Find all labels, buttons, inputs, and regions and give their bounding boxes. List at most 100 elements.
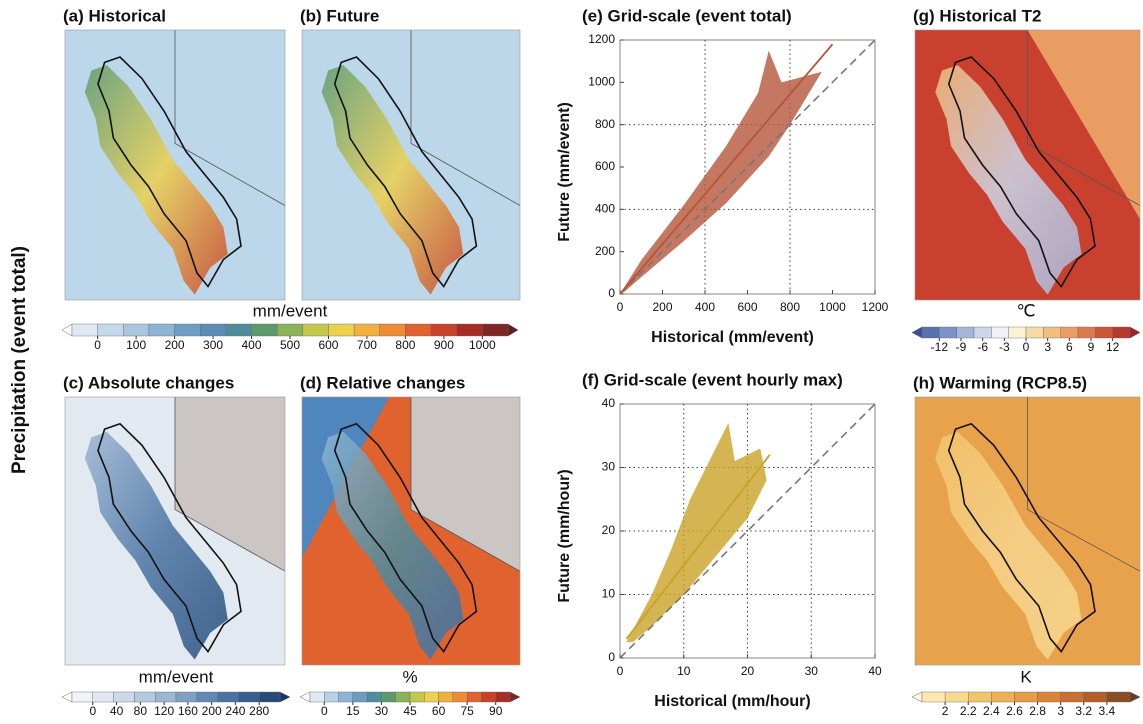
y-tick-label: 10 [602,587,616,601]
colorbar-swatch [379,323,406,337]
colorbar-swatch [123,323,150,337]
colorbar-tick-label: 80 [134,704,148,718]
colorbar-swatch [1043,326,1061,339]
fit-line [619,43,834,295]
colorbar-swatch [1129,326,1141,339]
colorbar-swatch [338,691,354,703]
colorbar-swatch [395,691,411,703]
colorbar-swatch [1129,691,1141,703]
colorbar-swatch [238,691,260,703]
colorbar-swatch [956,326,975,339]
colorbar-swatch [148,323,175,337]
map [301,29,521,301]
y-tick-label: 400 [595,202,615,216]
y-tick-label: 200 [595,244,615,258]
colorbar-swatch [309,691,325,703]
colorbar-swatch [154,691,177,703]
colorbar-swatch [259,691,281,703]
colorbar-swatch [196,691,218,703]
colorbar-tick-label: 1000 [469,338,496,352]
colorbar-tick-label: -3 [999,340,1010,354]
colorbar-swatch [352,691,368,703]
y-tick-label: 20 [602,523,616,537]
x-tick-label: 1000 [819,300,846,314]
point-cloud [626,423,767,643]
colorbar-tick-label: 100 [126,338,146,352]
colorbar-tick-label: 500 [280,338,300,352]
colorbar-swatch [481,691,496,703]
colorbar-swatch [507,323,519,337]
colorbar-swatch [1095,326,1113,339]
colorbar-tick-label: 800 [395,338,415,352]
colorbar-swatch [217,691,239,703]
panel-title: (g) Historical T2 [913,6,1041,25]
y-tick-label: 600 [595,159,615,173]
y-tick-label: 1000 [588,75,615,89]
colorbar-swatch [991,326,1009,339]
colorbar-swatch [911,691,923,703]
colorbar-tick-label: 120 [154,704,174,718]
colorbar-label: mm/event [253,301,328,320]
chart-title: (f) Grid-scale (event hourly max) [582,370,843,389]
colorbar-swatch [366,691,382,703]
y-axis-label: Future (mm/hour) [556,469,573,602]
colorbar-swatch [324,691,339,703]
colorbar-swatch [1060,326,1079,339]
colorbar-label: mm/event [139,667,214,686]
colorbar-swatch [939,326,957,339]
colorbar-swatch [1112,326,1131,339]
colorbar-tick-label: 200 [202,704,222,718]
colorbar-tick-label: -12 [931,340,949,354]
state-border [410,30,521,206]
colorbar-swatch [175,691,197,703]
colorbar-swatch [509,691,521,703]
colorbar-swatch [276,323,304,337]
colorbar-tick-label: 2.8 [1029,704,1046,718]
colorbar-swatch [302,323,329,337]
colorbar-swatch [430,323,457,337]
x-tick-label: 0 [617,664,624,678]
colorbar-swatch [1083,691,1108,703]
colorbar-swatch [97,323,124,337]
colorbar-tick-label: 2.4 [983,704,1000,718]
colorbar-swatch [438,691,454,703]
colorbar-tick-label: 30 [375,704,389,718]
colorbar-tick-label: -9 [956,340,967,354]
state-border [410,397,521,572]
y-axis-label: Future (mm/event) [556,102,573,242]
colorbar-tick-label: 240 [225,704,245,718]
y-tick-label: 800 [595,117,615,131]
colorbar-swatch [405,323,432,337]
panel-title: (c) Absolute changes [63,373,234,392]
colorbar-swatch [353,323,380,337]
x-tick-label: 30 [805,664,819,678]
panel-title: (h) Warming (RCP8.5) [913,373,1087,392]
x-tick-label: 1200 [862,300,889,314]
colorbar-tick-label: 0 [321,704,328,718]
map-region [175,397,285,572]
colorbar-tick-label: 3.2 [1075,704,1092,718]
map-frame [301,396,521,666]
colorbar-tick-label: 400 [242,338,262,352]
colorbar-swatch [61,691,73,703]
colorbar-tick-label: 0 [94,338,101,352]
colorbar-label: K [1020,667,1032,686]
colorbar-swatch [452,691,468,703]
colorbar-tick-label: 2 [942,704,949,718]
x-axis-label: Historical (mm/event) [651,329,814,346]
map [64,396,286,666]
basin-outline [947,422,1096,653]
colorbar-swatch [921,691,946,703]
colorbar-swatch [113,691,135,703]
map-frame [64,396,286,666]
x-tick-label: 20 [741,664,755,678]
colorbar-swatch [251,323,278,337]
colorbar-swatch [328,323,355,337]
colorbar-swatch [92,691,114,703]
map [301,396,521,666]
map-frame [914,396,1141,666]
colorbar-swatch [134,691,156,703]
panel-title: (d) Relative changes [300,373,465,392]
x-tick-label: 10 [677,664,691,678]
